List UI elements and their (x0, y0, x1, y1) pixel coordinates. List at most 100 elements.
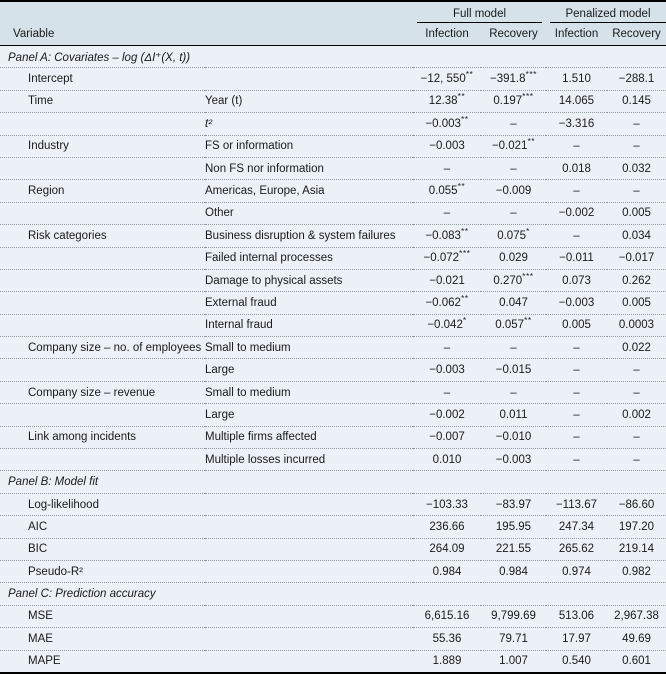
penalized-recovery-value-cell: 0.982 (607, 559, 666, 583)
full-infection-value-cell: 6,615.16 (413, 604, 481, 628)
penalized-recovery-value-cell: 0.032 (607, 156, 666, 180)
penalized-infection-value-cell: 0.540 (546, 649, 607, 673)
variable-group-cell (0, 313, 205, 337)
full-infection-value-cell: – (413, 201, 481, 225)
penalized-infection-value-cell: – (546, 179, 607, 203)
variable-sub-cell (205, 604, 413, 628)
full-recovery-value-cell: −0.015 (481, 358, 546, 382)
header-spacer (0, 1, 413, 23)
variable-group-cell (0, 112, 205, 136)
variable-sub-cell: Year (t) (205, 89, 413, 113)
penalized-recovery-value-cell: 0.0003 (607, 313, 666, 337)
penalized-infection-value-cell: 0.073 (546, 268, 607, 292)
full-infection-value-cell: – (413, 156, 481, 180)
penalized-infection-value-cell: −3.316 (546, 112, 607, 136)
variable-group-cell: Company size – revenue (0, 380, 205, 404)
table-row: Industry FS or information −0.003 −0.021… (0, 134, 666, 158)
penalized-recovery-value-cell: – (607, 134, 666, 158)
table-row: MSE 6,615.16 9,799.69 513.06 2,967.38 (0, 604, 666, 628)
penalized-infection-value-cell: – (546, 403, 607, 427)
table-body: Panel A: Covariates – log (ΔI⁺(X, t)) In… (0, 46, 666, 673)
full-infection-value-cell: −103.33 (413, 492, 481, 516)
penalized-infection-value-cell: 17.97 (546, 627, 607, 651)
full-infection-column-header: Infection (413, 23, 481, 46)
penalized-infection-value-cell: −113.67 (546, 492, 607, 516)
penalized-recovery-value-cell: −0.017 (607, 246, 666, 270)
full-recovery-value-cell: 195.95 (481, 515, 546, 539)
variable-group-cell: Time (0, 89, 205, 113)
full-recovery-value-cell: −391.8*** (481, 67, 546, 91)
variable-sub-cell: Small to medium (205, 380, 413, 404)
full-infection-value-cell: 1.889 (413, 649, 481, 673)
full-model-header: Full model (413, 1, 546, 23)
full-recovery-value-cell: −0.021** (481, 134, 546, 158)
table-row: MAPE 1.889 1.007 0.540 0.601 (0, 649, 666, 673)
full-recovery-value-cell: 0.011 (481, 403, 546, 427)
variable-sub-cell (205, 559, 413, 583)
penalized-recovery-value-cell: 219.14 (607, 537, 666, 561)
full-infection-value-cell: −0.062** (413, 291, 481, 315)
table-row: t² −0.003** – −3.316 – (0, 112, 666, 136)
full-recovery-value-cell: 0.270*** (481, 268, 546, 292)
variable-group-cell: Industry (0, 134, 205, 158)
table-row: Company size – revenue Small to medium –… (0, 380, 666, 404)
variable-column-header: Variable (0, 23, 413, 46)
table-row: External fraud −0.062** 0.047 −0.003 0.0… (0, 291, 666, 315)
full-recovery-value-cell: 221.55 (481, 537, 546, 561)
full-recovery-value-cell: 79.71 (481, 627, 546, 651)
penalized-infection-value-cell: 14.065 (546, 89, 607, 113)
full-recovery-value-cell: −0.009 (481, 179, 546, 203)
penalized-recovery-value-cell: 0.005 (607, 201, 666, 225)
penalized-recovery-value-cell: – (607, 425, 666, 449)
table-row: Non FS nor information – – 0.018 0.032 (0, 156, 666, 180)
variable-sub-cell: Multiple losses incurred (205, 448, 413, 471)
full-recovery-value-cell: 9,799.69 (481, 604, 546, 628)
full-infection-value-cell: −0.003 (413, 358, 481, 382)
full-recovery-value-cell: – (481, 156, 546, 180)
variable-group-cell: AIC (0, 515, 205, 539)
variable-sub-cell: t² (205, 112, 413, 136)
full-infection-value-cell: −12, 550** (413, 67, 481, 91)
variable-sub-cell (205, 67, 413, 91)
full-recovery-value-cell: −0.003 (481, 448, 546, 471)
full-model-label: Full model (417, 8, 542, 23)
table-row: Company size – no. of employees Small to… (0, 336, 666, 359)
full-infection-value-cell: 0.984 (413, 559, 481, 583)
penalized-model-header: Penalized model (546, 1, 666, 23)
panel-header-row: Panel A: Covariates – log (ΔI⁺(X, t)) (0, 46, 666, 68)
variable-group-cell (0, 291, 205, 315)
full-recovery-value-cell: – (481, 336, 546, 359)
variable-group-cell: MAE (0, 627, 205, 651)
penalized-infection-value-cell: – (546, 448, 607, 471)
penalized-recovery-value-cell: – (607, 112, 666, 136)
variable-sub-cell (205, 515, 413, 539)
full-recovery-value-cell: – (481, 201, 546, 225)
panel-title: Panel A: Covariates – log (ΔI⁺(X, t)) (8, 51, 191, 64)
penalized-infection-value-cell: – (546, 134, 607, 158)
full-recovery-value-cell: −83.97 (481, 492, 546, 516)
full-infection-value-cell: −0.083** (413, 224, 481, 248)
variable-group-cell (0, 358, 205, 382)
table-row: Internal fraud −0.042* 0.057** 0.005 0.0… (0, 313, 666, 337)
penalized-recovery-value-cell: 197.20 (607, 515, 666, 539)
table-row: Log-likelihood −103.33 −83.97 −113.67 −8… (0, 492, 666, 516)
variable-sub-cell: Damage to physical assets (205, 268, 413, 292)
penalized-infection-value-cell: – (546, 380, 607, 404)
table-row: Time Year (t) 12.38** 0.197*** 14.065 0.… (0, 89, 666, 113)
penalized-recovery-value-cell: 2,967.38 (607, 604, 666, 628)
table-row: Intercept −12, 550** −391.8*** 1.510 −28… (0, 67, 666, 91)
penalized-recovery-value-cell: 0.002 (607, 403, 666, 427)
variable-group-cell: MSE (0, 604, 205, 628)
variable-group-cell (0, 246, 205, 270)
variable-group-cell (0, 156, 205, 180)
penalized-infection-value-cell: −0.011 (546, 246, 607, 270)
variable-sub-cell: Americas, Europe, Asia (205, 179, 413, 203)
table-row: Link among incidents Multiple firms affe… (0, 425, 666, 449)
variable-group-cell: Log-likelihood (0, 492, 205, 516)
penalized-infection-value-cell: −0.002 (546, 201, 607, 225)
penalized-infection-column-header: Infection (546, 23, 607, 46)
subcolumn-row: Variable Infection Recovery Infection Re… (0, 23, 666, 46)
full-recovery-value-cell: 0.075* (481, 224, 546, 248)
penalized-recovery-value-cell: 0.022 (607, 336, 666, 359)
